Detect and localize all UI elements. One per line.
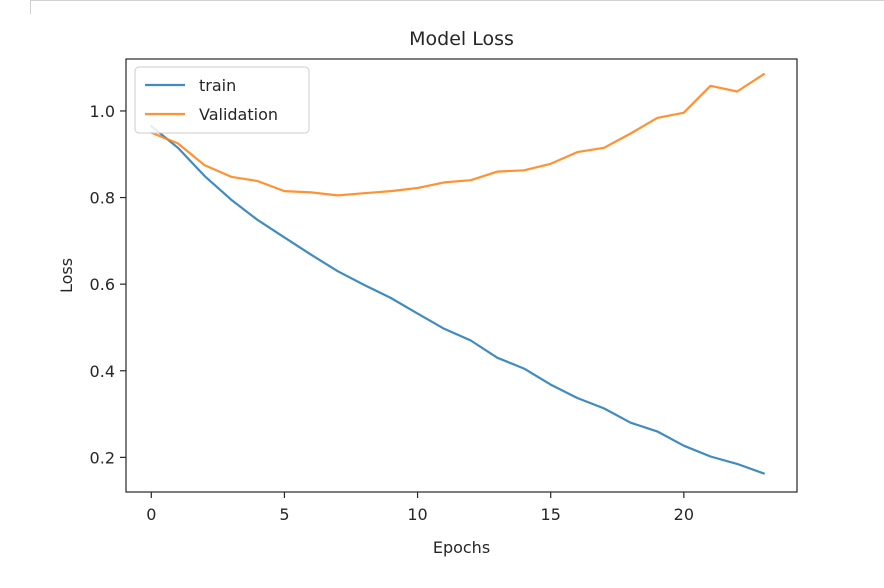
plot-lines (149, 72, 766, 475)
y-tick-label: 0.2 (90, 448, 115, 467)
series-line-validation (149, 72, 766, 197)
legend-box (134, 66, 310, 134)
y-axis-label: Loss (57, 258, 76, 293)
y-tick-label: 0.4 (90, 362, 115, 381)
x-tick-label: 10 (407, 505, 427, 524)
x-axis: 0 5 10 15 20 (146, 492, 694, 524)
y-axis: 0.2 0.4 0.6 0.8 1.0 (90, 102, 126, 467)
plot-frame (125, 58, 798, 493)
legend: train Validation (134, 66, 310, 134)
y-tick-label: 0.8 (90, 189, 115, 208)
x-tick-label: 15 (541, 505, 561, 524)
x-tick-label: 0 (146, 505, 156, 524)
x-tick-label: 20 (674, 505, 694, 524)
notebook-cell-border-left (30, 0, 31, 14)
chart-title: Model Loss (409, 28, 514, 50)
legend-label-train: train (199, 76, 236, 95)
x-axis-label: Epochs (433, 538, 490, 557)
series-line-train (149, 124, 766, 475)
x-tick-label: 5 (279, 505, 289, 524)
notebook-cell-border-top (30, 0, 884, 1)
y-tick-label: 1.0 (90, 102, 115, 121)
legend-label-validation: Validation (199, 105, 278, 124)
y-tick-label: 0.6 (90, 275, 115, 294)
